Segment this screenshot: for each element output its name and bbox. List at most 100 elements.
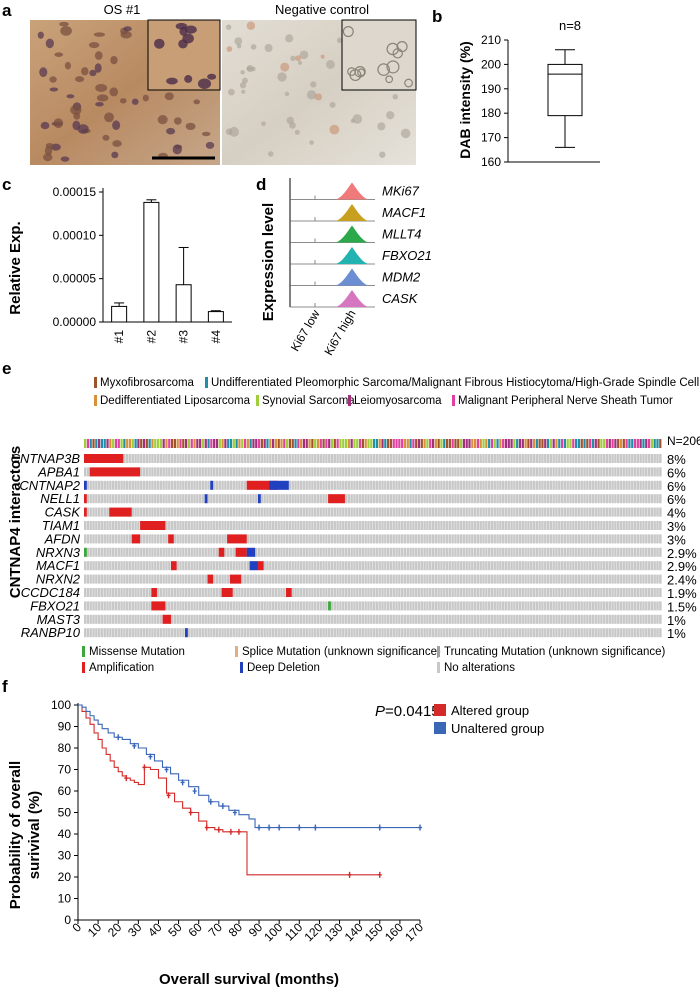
subtype-cell xyxy=(454,439,457,448)
subtype-cell xyxy=(137,439,140,448)
cell xyxy=(329,124,340,135)
subtype-cell xyxy=(145,439,148,448)
subtype-cell xyxy=(642,439,645,448)
subtype-cell xyxy=(117,439,120,448)
subtype-cell xyxy=(347,439,350,448)
iqr-box xyxy=(547,63,583,117)
subtype-cell xyxy=(389,439,393,448)
subtype-cell xyxy=(288,439,292,448)
gene-label: MACF1 xyxy=(382,205,426,220)
subtype-label: Dedifferentiated Liposarcoma xyxy=(100,395,251,407)
subtype-cell xyxy=(488,439,491,448)
alteration-amp xyxy=(168,534,174,544)
cell xyxy=(306,90,317,100)
nucleus xyxy=(81,67,89,76)
inset-nuclei xyxy=(153,22,217,89)
subtype-cell xyxy=(344,439,348,448)
subtype-cell xyxy=(336,439,339,448)
subtype-cell xyxy=(300,439,303,448)
cell xyxy=(320,54,325,59)
alteration-amp xyxy=(84,494,87,504)
subtype-cell xyxy=(286,439,289,448)
subtype-cell xyxy=(575,439,578,448)
subtype-cell xyxy=(387,439,390,448)
subtype-cell xyxy=(277,439,280,448)
subtype-label: Myxofibrosarcoma xyxy=(100,377,195,389)
subtype-cell xyxy=(656,439,659,448)
subtype-cell xyxy=(647,439,651,448)
cell xyxy=(226,46,233,52)
alteration-del xyxy=(84,480,87,490)
x-label-low: Ki67 low xyxy=(288,307,323,354)
cell xyxy=(329,101,336,108)
violin-mdm2 xyxy=(334,268,370,286)
subtype-cell xyxy=(106,439,109,448)
subtype-cell xyxy=(98,439,101,448)
alteration-label: No alterations xyxy=(444,662,515,674)
subtype-cell xyxy=(479,439,482,448)
nucleus xyxy=(49,76,57,83)
x-tick-label: 160 xyxy=(382,920,406,944)
bar xyxy=(207,311,224,323)
alteration-swatch xyxy=(437,662,440,673)
gene-percent: 6% xyxy=(667,479,686,494)
subtype-cell xyxy=(549,439,552,448)
subtype-cell xyxy=(173,439,176,448)
cell xyxy=(385,75,394,84)
subtype-cell xyxy=(109,439,112,448)
subtype-cell xyxy=(605,439,609,448)
subtype-cell xyxy=(103,439,106,448)
violin-fbxo21 xyxy=(334,247,370,264)
subtype-cell xyxy=(193,439,196,448)
nucleus xyxy=(37,31,44,39)
subtype-cell xyxy=(269,439,272,448)
gene-label: CASK xyxy=(45,505,82,520)
subtype-cell xyxy=(403,439,407,448)
y-tick-label: 60 xyxy=(58,784,72,798)
gene-row-bg xyxy=(84,588,662,597)
gene-row-bg xyxy=(84,454,662,463)
nucleus xyxy=(60,25,72,36)
subtype-cell xyxy=(316,439,320,448)
cell xyxy=(246,65,254,73)
subtype-cell xyxy=(569,439,572,448)
alteration-amp xyxy=(235,547,247,557)
subtype-cell xyxy=(552,439,555,448)
subtype-cell xyxy=(246,439,249,448)
subtype-cell xyxy=(257,439,261,448)
subtype-cell xyxy=(325,439,328,448)
panel-a-label: a xyxy=(2,1,12,20)
nucleus xyxy=(172,144,182,155)
nucleus xyxy=(164,92,174,101)
bar xyxy=(175,284,192,323)
subtype-cell xyxy=(535,439,538,448)
x-tick-label: 10 xyxy=(85,920,105,940)
gene-label: CNTNAP2 xyxy=(19,478,80,493)
cell xyxy=(392,48,403,59)
cell xyxy=(240,70,245,75)
y-tick-label: 20 xyxy=(58,870,72,884)
x-axis-title: Overall survival (months) xyxy=(159,971,339,988)
subtype-cell xyxy=(100,439,104,448)
alteration-label: Missense Mutation xyxy=(89,646,185,658)
subtype-swatch xyxy=(348,395,351,406)
subtype-cell xyxy=(504,439,508,448)
subtype-cell xyxy=(142,439,146,448)
subtype-cell xyxy=(603,439,606,448)
subtype-cell xyxy=(502,439,505,448)
alteration-amp xyxy=(227,534,247,544)
subtype-cell xyxy=(84,439,87,448)
cell xyxy=(241,89,246,94)
subtype-cell xyxy=(196,439,199,448)
km-curve-altered-group xyxy=(78,704,380,876)
nucleus xyxy=(89,69,97,77)
subtype-cell xyxy=(443,439,446,448)
gene-row-bg xyxy=(84,494,662,504)
oncoprint: CNTNAP3B 8% APBA1 6% CNTNAP2 6% NELL1 6% CASK 4% T… xyxy=(11,439,697,641)
y-tick-label: 0.00005 xyxy=(53,272,97,286)
subtype-cell xyxy=(507,439,510,448)
alteration-swatch xyxy=(82,646,85,657)
subtype-cell xyxy=(482,439,485,448)
x-tick-label: 140 xyxy=(342,920,366,944)
